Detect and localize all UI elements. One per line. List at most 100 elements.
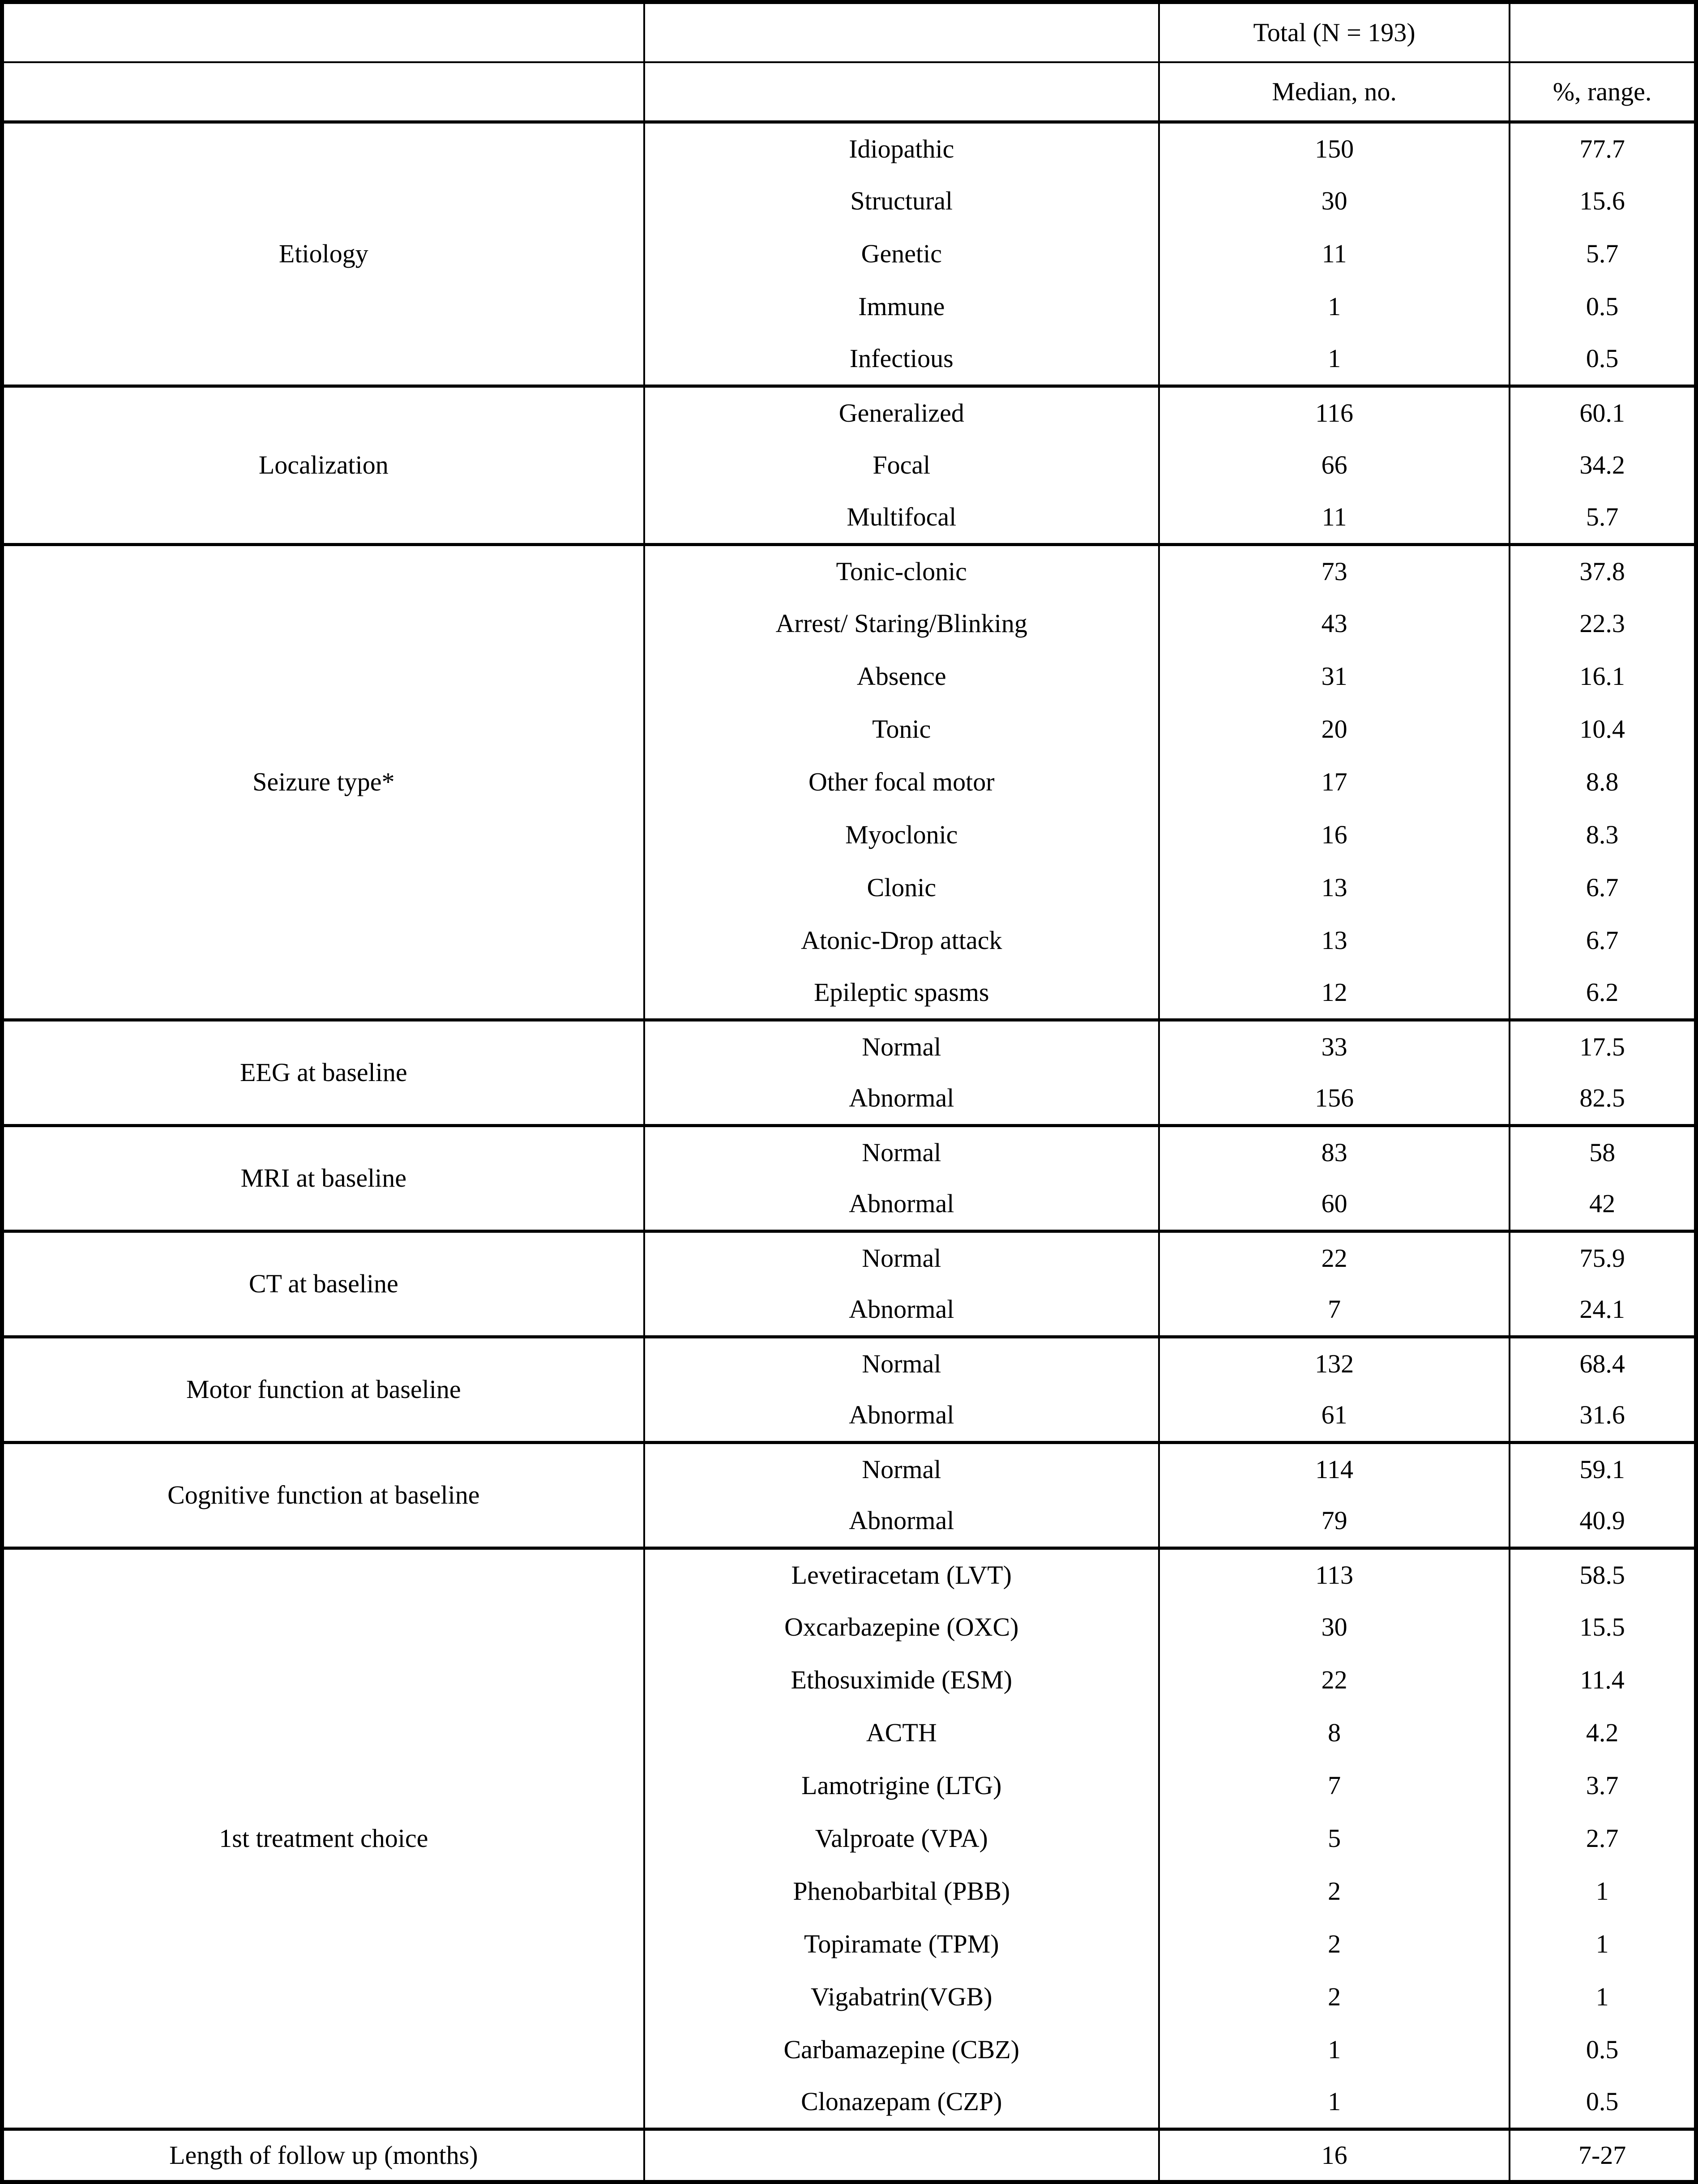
item-cell: Atonic-Drop attack xyxy=(643,914,1160,967)
median-cell: 1 xyxy=(1158,333,1511,386)
table-section: Localization Generalized 116 60.1 Focal 66 34.… xyxy=(1,386,1697,545)
table-row: CT at baseline Normal 22 75.9 xyxy=(1,1231,1697,1337)
empty-header-cell xyxy=(1,2,645,63)
item-cell: Immune xyxy=(643,280,1160,333)
item-cell: Generalized xyxy=(643,386,1160,439)
table-row: Vigabatrin(VGB) 2 1 xyxy=(2,1970,1697,2024)
table-row: Ethosuximide (ESM) 22 11.4 xyxy=(2,1654,1697,1707)
table-row: Clonic 13 6.7 xyxy=(2,861,1697,915)
median-cell: 8 xyxy=(1158,1706,1511,1760)
median-cell: 60 xyxy=(1158,1178,1511,1231)
category-cell: Etiology xyxy=(1,122,645,386)
percent-cell: 11.4 xyxy=(1509,1654,1697,1707)
percent-cell: 4.2 xyxy=(1509,1706,1697,1760)
empty-header-cell xyxy=(1509,2,1697,63)
table-row: Etiology Idiopathic 150 77.7 xyxy=(1,122,1697,386)
median-cell: 13 xyxy=(1158,861,1511,915)
category-cell: CT at baseline xyxy=(1,1231,645,1337)
header-row-columns: Median, no. %, range. xyxy=(1,62,1697,122)
item-cell: Absence xyxy=(643,650,1160,703)
item-cell: Tonic xyxy=(643,703,1160,756)
category-cell: Seizure type* xyxy=(1,544,645,1020)
percent-cell: 60.1 xyxy=(1509,386,1697,439)
item-cell: Normal xyxy=(643,1125,1160,1179)
percent-cell: 58.5 xyxy=(1509,1548,1697,1601)
table-row: Tonic 20 10.4 xyxy=(2,703,1697,756)
percent-cell: 15.6 xyxy=(1509,175,1697,228)
percent-cell: 75.9 xyxy=(1509,1231,1697,1284)
table-row: Structural 30 15.6 xyxy=(2,175,1697,228)
median-cell: 1 xyxy=(1158,2023,1511,2077)
percent-cell: 1 xyxy=(1509,1865,1697,1918)
median-cell: 61 xyxy=(1158,1389,1511,1443)
table-row: Infectious 1 0.5 xyxy=(2,333,1697,386)
percent-cell: 22.3 xyxy=(1509,597,1697,650)
header-range-label: %, range. xyxy=(1509,62,1697,122)
item-cell: Focal xyxy=(643,439,1160,492)
percent-cell: 6.7 xyxy=(1509,861,1697,915)
item-cell: Idiopathic xyxy=(643,122,1160,175)
percent-cell: 3.7 xyxy=(1509,1759,1697,1812)
table-section: EEG at baseline Normal 33 17.5 Abnormal 156 82… xyxy=(1,1020,1697,1126)
median-cell: 156 xyxy=(1158,1073,1511,1126)
median-cell: 2 xyxy=(1158,1865,1511,1918)
table-row: Other focal motor 17 8.8 xyxy=(2,756,1697,809)
percent-cell: 31.6 xyxy=(1509,1389,1697,1443)
table-section: Etiology Idiopathic 150 77.7 Structural 30 15.… xyxy=(1,122,1697,386)
item-cell: Abnormal xyxy=(643,1284,1160,1337)
item-cell: Epileptic spasms xyxy=(643,967,1160,1020)
median-cell: 13 xyxy=(1158,914,1511,967)
table-section: Length of follow up (months) 16 7-27 xyxy=(1,2129,1697,2182)
item-cell: Tonic-clonic xyxy=(643,544,1160,598)
table-row: Abnormal 156 82.5 xyxy=(2,1073,1697,1126)
item-cell: ACTH xyxy=(643,1706,1160,1760)
median-cell: 7 xyxy=(1158,1759,1511,1812)
item-cell: Multifocal xyxy=(643,492,1160,545)
table-row: Localization Generalized 116 60.1 xyxy=(1,386,1697,545)
table-row: Abnormal 7 24.1 xyxy=(2,1284,1697,1337)
percent-cell: 7-27 xyxy=(1509,2129,1697,2182)
table-section: 1st treatment choice Levetiracetam (LVT) 1… xyxy=(1,1548,1697,2129)
item-cell: Ethosuximide (ESM) xyxy=(643,1654,1160,1707)
empty-header-cell xyxy=(643,2,1160,63)
table-row: Absence 31 16.1 xyxy=(2,650,1697,703)
median-cell: 116 xyxy=(1158,386,1511,439)
percent-cell: 1 xyxy=(1509,1970,1697,2024)
table-row: Abnormal 60 42 xyxy=(2,1178,1697,1231)
median-cell: 12 xyxy=(1158,967,1511,1020)
percent-cell: 8.8 xyxy=(1509,756,1697,809)
median-cell: 33 xyxy=(1158,1020,1511,1073)
percent-cell: 17.5 xyxy=(1509,1020,1697,1073)
percent-cell: 15.5 xyxy=(1509,1601,1697,1654)
item-cell: Other focal motor xyxy=(643,756,1160,809)
table-row: Focal 66 34.2 xyxy=(2,439,1697,492)
median-cell: 73 xyxy=(1158,544,1511,598)
item-cell: Structural xyxy=(643,175,1160,228)
percent-cell: 59.1 xyxy=(1509,1442,1697,1496)
median-cell: 1 xyxy=(1158,280,1511,333)
item-cell: Abnormal xyxy=(643,1178,1160,1231)
percent-cell: 34.2 xyxy=(1509,439,1697,492)
category-cell: Motor function at baseline xyxy=(1,1337,645,1443)
median-cell: 22 xyxy=(1158,1654,1511,1707)
category-cell: Cognitive function at baseline xyxy=(1,1442,645,1548)
median-cell: 2 xyxy=(1158,1918,1511,1971)
percent-cell: 0.5 xyxy=(1509,333,1697,386)
median-cell: 150 xyxy=(1158,122,1511,175)
item-cell: Vigabatrin(VGB) xyxy=(643,1970,1160,2024)
header-total-label: Total (N = 193) xyxy=(1158,2,1511,63)
table-row: Abnormal 61 31.6 xyxy=(2,1389,1697,1443)
category-cell: Localization xyxy=(1,386,645,545)
table-row: Topiramate (TPM) 2 1 xyxy=(2,1918,1697,1971)
table-row: Lamotrigine (LTG) 7 3.7 xyxy=(2,1759,1697,1812)
item-cell: Normal xyxy=(643,1337,1160,1390)
category-cell: 1st treatment choice xyxy=(1,1548,645,2129)
table-row: ACTH 8 4.2 xyxy=(2,1706,1697,1760)
median-cell: 2 xyxy=(1158,1970,1511,2024)
item-cell: Arrest/ Staring/Blinking xyxy=(643,597,1160,650)
empty-header-cell xyxy=(643,62,1160,122)
item-cell: Levetiracetam (LVT) xyxy=(643,1548,1160,1601)
median-cell: 83 xyxy=(1158,1125,1511,1179)
percent-cell: 5.7 xyxy=(1509,227,1697,281)
